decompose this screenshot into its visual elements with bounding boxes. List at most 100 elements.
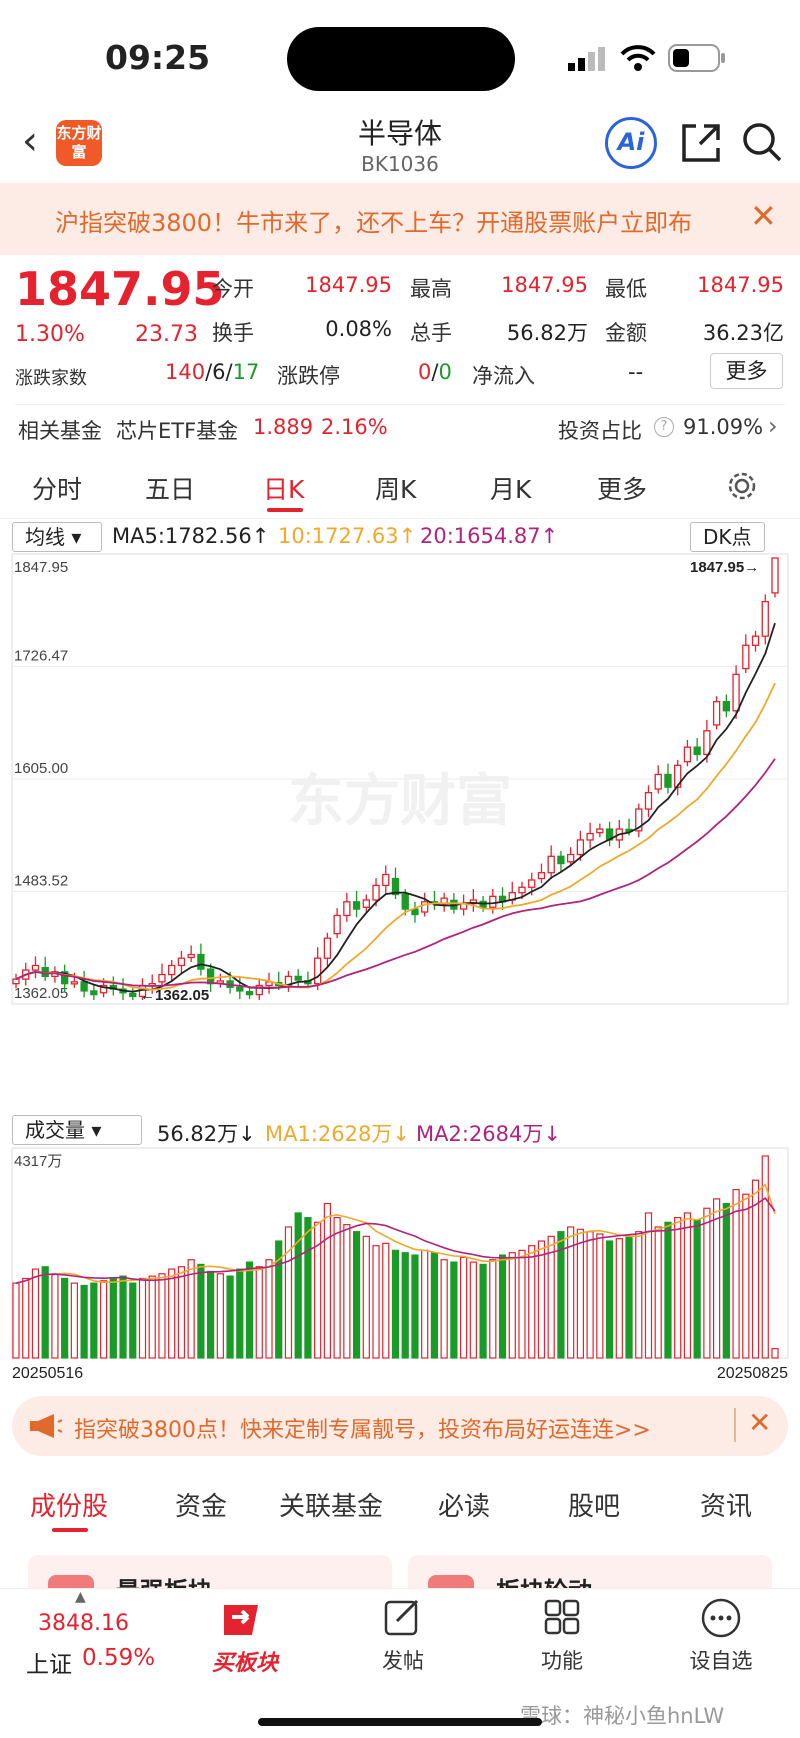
candle [654, 773, 662, 790]
amount-value: 36.23亿 [702, 321, 784, 345]
candle [528, 879, 536, 888]
candle [761, 600, 769, 637]
nav-buy-board[interactable]: 买板块 [211, 1651, 278, 1676]
ratio-value: 91.09% [683, 415, 764, 439]
megaphone-icon [30, 1414, 63, 1438]
nav-watchlist[interactable]: 设自选 [689, 1649, 753, 1673]
candle [70, 981, 79, 985]
x-start-label: 20250516 [12, 1365, 83, 1382]
volume-bar [479, 1263, 487, 1359]
volume-bar [576, 1228, 585, 1359]
more-button[interactable]: 更多 [710, 353, 783, 389]
candle [712, 701, 721, 726]
subtab-news[interactable]: 资讯 [700, 1492, 753, 1522]
candle [683, 746, 692, 763]
volume-bar [343, 1224, 351, 1359]
candle [362, 899, 370, 908]
promo-text: 沪指突破3800！牛市来了，还不上车？开通股票账户立即布 [55, 209, 693, 237]
volume-bar [284, 1226, 293, 1359]
signal-icon [568, 47, 605, 71]
candle [352, 901, 361, 910]
dk-selector[interactable]: DK点 [690, 522, 765, 552]
tab-monthly-k[interactable]: 月K [490, 475, 532, 504]
promo-text-2: 指突破3800点！快来定制专属靓号，投资布局好运连连>> [74, 1418, 651, 1443]
volume-bar [654, 1226, 662, 1359]
candle [294, 975, 302, 981]
nav-function[interactable]: 功能 [541, 1649, 583, 1673]
candle [576, 839, 585, 856]
post-icon [384, 1599, 419, 1636]
volume-bar [625, 1235, 633, 1359]
ma10-value: 10:1727.63↑ [278, 524, 417, 548]
tab-more[interactable]: 更多 [597, 475, 648, 504]
close-icon[interactable]: ✕ [748, 1406, 772, 1439]
candle [722, 701, 731, 712]
candle [206, 968, 215, 985]
volume-bar [158, 1273, 166, 1359]
low-label: 最低 [605, 277, 647, 301]
chevron-right-icon[interactable]: › [768, 412, 778, 440]
index-name[interactable]: 上证 [26, 1652, 72, 1678]
volume-bar [722, 1202, 730, 1359]
volume-bar [732, 1188, 740, 1359]
volume-bar [129, 1282, 137, 1359]
candle [12, 978, 20, 985]
volume-bar [547, 1235, 555, 1359]
back-icon[interactable]: ‹ [22, 118, 38, 164]
candle [771, 557, 779, 594]
index-value[interactable]: 3848.16 [38, 1611, 129, 1636]
volume-max-label: 4317万 [14, 1153, 62, 1170]
subtab-constituents[interactable]: 成份股 [30, 1492, 109, 1522]
candle [129, 992, 137, 998]
ma5-line [15, 622, 776, 993]
volume-bar [557, 1231, 565, 1359]
fund-name[interactable]: 芯片ETF基金 [116, 419, 239, 443]
app-logo: 东方财富 [56, 120, 102, 166]
promo-banner[interactable]: 沪指突破3800！牛市来了，还不上车？开通股票账户立即布 ✕ [0, 183, 800, 255]
tab-weekly-k[interactable]: 周K [375, 475, 417, 504]
candle [60, 971, 69, 985]
ma-selector[interactable]: 均线 ▾ [12, 522, 102, 552]
nav-post[interactable]: 发帖 [382, 1649, 424, 1673]
kline-chart[interactable]: 1847.95 1726.47 1605.00 1483.52 1362.05 东方财富 1… [0, 550, 800, 1390]
volume-bar [323, 1202, 332, 1359]
tab-underline [267, 508, 303, 512]
gear-icon[interactable] [726, 470, 758, 502]
volume-bar [245, 1261, 254, 1359]
candle [518, 886, 526, 894]
close-icon[interactable]: ✕ [750, 197, 777, 235]
candle [158, 973, 166, 983]
y-tick-label: 1605.00 [14, 760, 68, 777]
candle [168, 964, 176, 976]
search-icon[interactable] [740, 120, 784, 164]
subtab-must-read[interactable]: 必读 [438, 1492, 491, 1522]
candle [343, 901, 351, 917]
volume-bar [197, 1263, 205, 1359]
x-end-label: 20250825 [717, 1365, 788, 1382]
volume-bar [459, 1256, 468, 1359]
candle [732, 673, 740, 712]
volume-bar [771, 1348, 779, 1359]
subtab-forum[interactable]: 股吧 [568, 1492, 621, 1522]
volume-bar [41, 1266, 49, 1359]
volume-selector[interactable]: 成交量 ▾ [12, 1115, 142, 1145]
volume-bar [275, 1240, 283, 1359]
tab-intraday[interactable]: 分时 [32, 475, 83, 504]
promo-banner-2[interactable]: 指突破3800点！快来定制专属靓号，投资布局好运连连>> ✕ [12, 1396, 788, 1456]
share-icon[interactable] [680, 122, 722, 164]
fund-label: 相关基金 [18, 419, 102, 443]
limit-values: 0/0 [418, 360, 452, 384]
ai-button[interactable]: Ai [605, 117, 657, 169]
subtab-funds[interactable]: 资金 [175, 1492, 228, 1522]
subtab-related-funds[interactable]: 关联基金 [279, 1492, 384, 1522]
ma5-value: MA5:1782.56↑ [112, 524, 270, 548]
help-icon[interactable]: ? [654, 417, 674, 437]
subtab-underline [52, 1528, 88, 1532]
tab-daily-k[interactable]: 日K [263, 475, 305, 504]
tab-5day[interactable]: 五日 [145, 475, 196, 504]
candle [90, 990, 98, 996]
candle [391, 877, 400, 896]
candle [537, 872, 546, 880]
index-pct[interactable]: 0.59% [82, 1645, 156, 1671]
volume-bar [51, 1273, 59, 1359]
